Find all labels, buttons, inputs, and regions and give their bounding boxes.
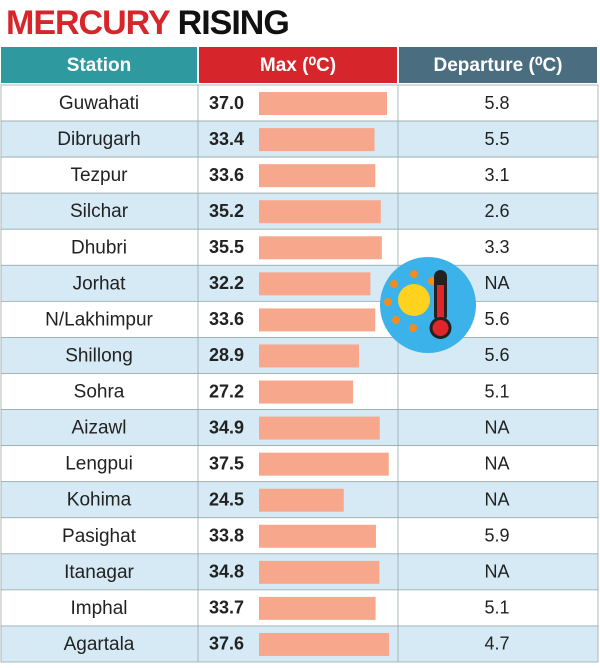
max-bar — [259, 488, 344, 512]
max-bar — [259, 632, 390, 656]
max-value: 34.9 — [209, 417, 244, 437]
departure-value: 3.1 — [484, 165, 509, 185]
max-bar — [259, 452, 389, 476]
departure-value: 5.1 — [484, 598, 509, 618]
station-name: Lengpui — [65, 454, 133, 475]
station-name: N/Lakhimpur — [45, 309, 153, 330]
departure-value: 5.6 — [484, 309, 509, 329]
max-value: 33.4 — [209, 129, 244, 149]
max-value: 33.6 — [209, 309, 244, 329]
max-bar — [259, 128, 375, 152]
departure-value: 5.9 — [484, 526, 509, 546]
max-value: 37.0 — [209, 93, 244, 113]
departure-value: NA — [484, 273, 509, 293]
station-name: Imphal — [70, 598, 127, 619]
departure-value: 5.5 — [484, 129, 509, 149]
weather-icon — [380, 257, 476, 353]
departure-value: 4.7 — [484, 634, 509, 654]
max-bar — [259, 524, 376, 548]
max-bar — [259, 200, 381, 224]
max-value: 27.2 — [209, 381, 244, 401]
row-background — [0, 337, 599, 374]
header-cell — [399, 47, 597, 83]
max-value: 33.6 — [209, 165, 244, 185]
station-name: Silchar — [70, 201, 129, 222]
station-name: Dibrugarh — [57, 129, 140, 150]
station-name: Pasighat — [62, 526, 137, 547]
departure-value: 2.6 — [484, 201, 509, 221]
departure-value: 5.1 — [484, 381, 509, 401]
departure-value: NA — [484, 489, 509, 509]
max-bar — [259, 236, 382, 260]
max-value: 35.5 — [209, 237, 244, 257]
station-name: Agartala — [64, 634, 135, 655]
title-part: MERCURY — [6, 4, 171, 42]
header-text: Departure (⁰C) — [433, 55, 562, 76]
max-value: 33.7 — [209, 598, 244, 618]
header-cell — [199, 47, 397, 83]
max-value: 32.2 — [209, 273, 244, 293]
max-value: 33.8 — [209, 526, 244, 546]
max-value: 34.8 — [209, 562, 244, 582]
max-value: 35.2 — [209, 201, 244, 221]
max-value: 24.5 — [209, 489, 244, 509]
departure-value: NA — [484, 562, 509, 582]
station-name: Itanagar — [64, 562, 134, 583]
departure-value: NA — [484, 453, 509, 473]
station-name: Shillong — [65, 345, 133, 366]
departure-value: NA — [484, 417, 509, 437]
header-text: Station — [67, 55, 131, 76]
max-value: 37.5 — [209, 453, 244, 473]
header-text: Max (⁰C) — [260, 55, 336, 76]
max-bar — [259, 596, 376, 620]
max-bar — [259, 92, 388, 116]
station-name: Kohima — [67, 490, 132, 511]
header-cell — [1, 47, 197, 83]
max-bar — [259, 380, 354, 404]
departure-value: 3.3 — [484, 237, 509, 257]
max-bar — [259, 272, 371, 296]
title: MERCURY RISING — [6, 4, 289, 42]
station-name: Dhubri — [71, 237, 127, 258]
departure-value: 5.8 — [484, 93, 509, 113]
departure-value: 5.6 — [484, 345, 509, 365]
max-bar — [259, 164, 376, 188]
title-part: RISING — [178, 4, 289, 42]
station-name: Aizawl — [72, 418, 127, 439]
max-bar — [259, 308, 376, 332]
station-name: Jorhat — [73, 273, 127, 294]
max-value: 37.6 — [209, 634, 244, 654]
max-value: 28.9 — [209, 345, 244, 365]
max-bar — [259, 344, 359, 368]
max-bar — [259, 560, 380, 584]
station-name: Tezpur — [70, 165, 128, 186]
station-name: Sohra — [74, 382, 125, 403]
table: Station Max (⁰C) Departure (⁰C) Guwahati 37.… — [0, 47, 599, 663]
station-name: Guwahati — [59, 93, 139, 114]
max-bar — [259, 416, 380, 440]
